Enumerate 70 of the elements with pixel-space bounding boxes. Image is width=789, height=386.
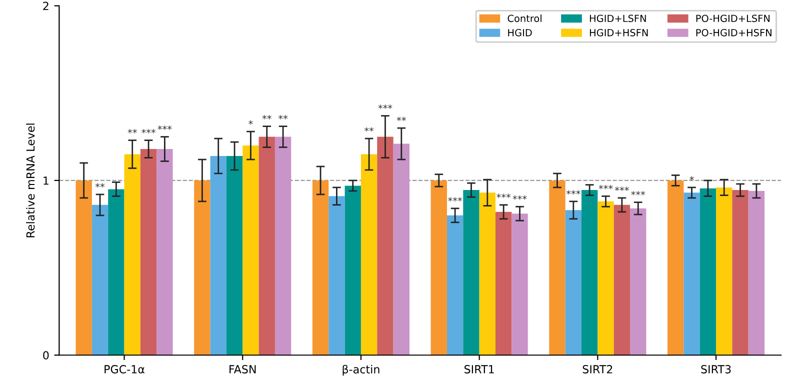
bar [210,156,226,356]
bar [258,136,275,356]
legend-label: HGID [508,28,532,36]
bar [360,154,378,356]
bar [748,190,765,356]
data-label: *** [614,186,629,192]
bar [108,189,124,356]
y-tick-label: 1 [44,176,48,185]
y-tick-label: 2 [43,2,48,10]
data-label: *** [566,190,580,195]
bar [194,180,210,356]
bar [446,215,464,356]
data-label: * [690,176,694,181]
data-label: ** [396,116,406,122]
bar [512,214,528,356]
bar [393,144,410,356]
data-label: ** [262,114,272,120]
legend-label: HGID+LSFN [590,14,646,22]
x-tick-label: SIRT1 [464,365,494,374]
x-tick-label: β-actin [342,364,380,376]
bar [700,188,716,356]
bar [328,196,345,356]
bar [377,136,394,356]
bar [226,156,243,356]
x-tick-label: FASN [230,365,256,374]
bar [549,180,566,356]
bar [614,204,630,356]
x-tick-label: SIRT2 [582,365,612,374]
x-tick-label: PGC-1α [104,365,144,374]
bar [732,190,748,356]
data-label: ** [128,128,137,134]
bar [463,190,480,356]
bar [479,192,496,356]
bar [92,204,108,356]
data-label: *** [496,194,511,198]
y-tick-label: 0 [43,351,49,360]
bar [430,180,447,356]
bar [684,192,700,356]
data-label: *** [158,125,172,130]
data-label: ** [95,183,105,188]
data-label: *** [448,197,462,202]
data-label: ** [364,127,374,132]
bar [667,180,684,356]
bar [630,208,646,356]
legend-label: PO-HGID+LSFN [696,14,770,22]
data-label: ** [278,114,288,120]
bar [312,180,329,356]
data-label: *** [598,184,613,190]
bar [598,201,614,356]
y-axis-title: Relative mRNA Level [26,124,35,238]
bar [495,212,512,356]
bar [581,190,598,356]
bar [565,210,582,356]
bar [156,149,173,356]
data-label: * [248,120,253,125]
data-label: *** [378,104,392,109]
data-label: *** [631,190,646,196]
bar [76,180,92,356]
bar [274,136,292,356]
data-label: *** [512,195,527,200]
legend-label: Control [508,14,542,22]
bar [140,149,157,356]
bar [344,186,361,356]
x-tick-label: SIRT3 [701,365,731,374]
bar [124,154,140,356]
data-label: *** [142,128,156,134]
legend-label: HGID+HSFN [590,28,648,36]
bar [242,146,259,356]
legend-label: PO-HGID+HSFN [696,28,772,36]
bar [716,187,732,356]
